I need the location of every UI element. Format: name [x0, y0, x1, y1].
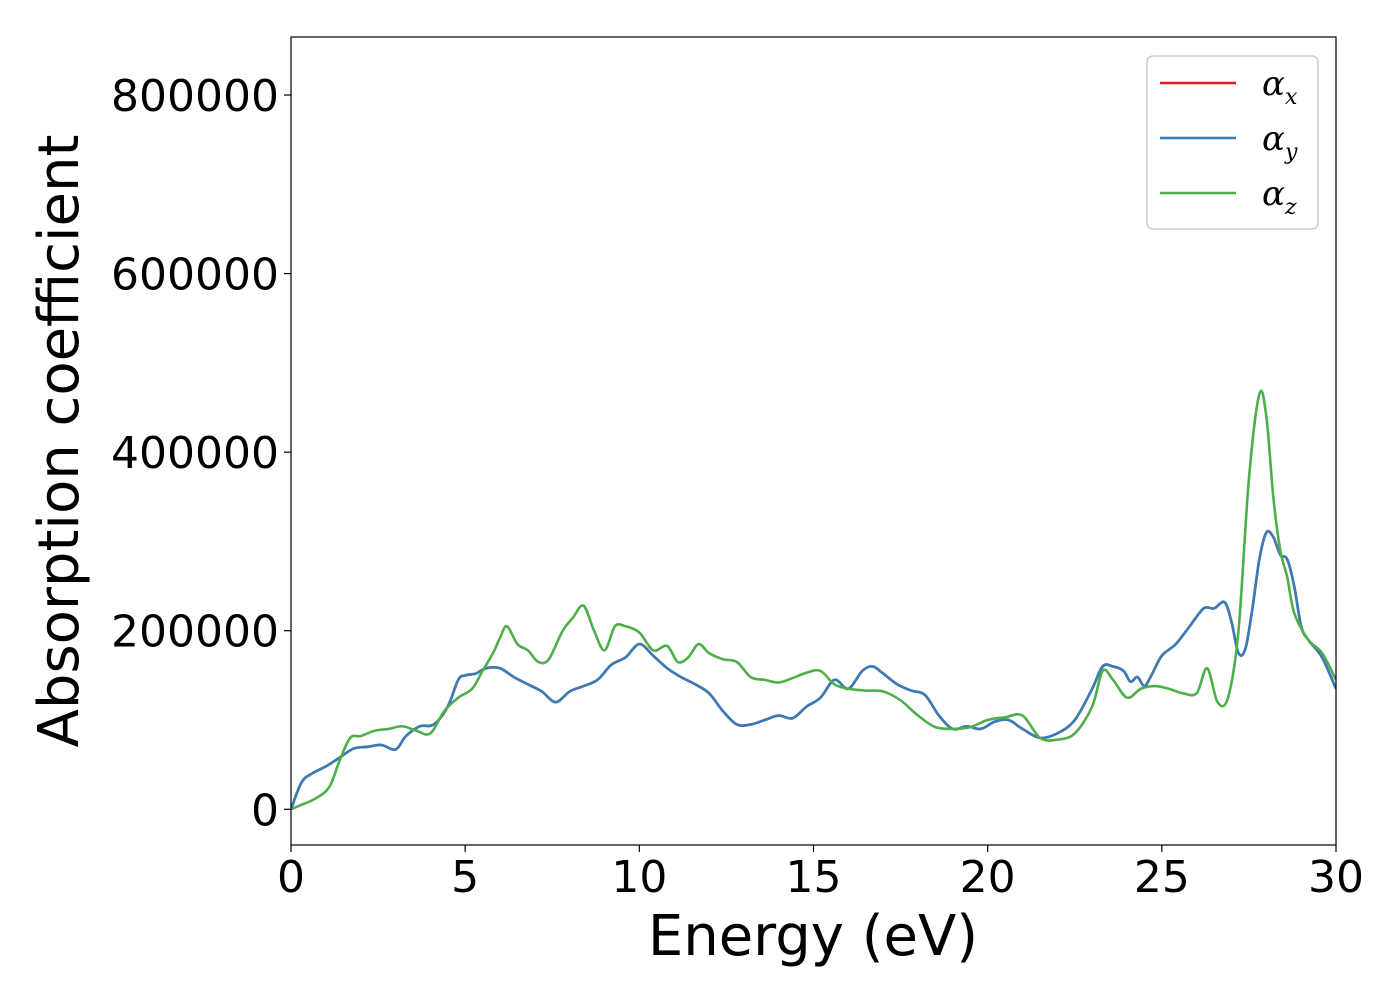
y-tick-label: 200000	[111, 607, 279, 658]
legend-label-y: αy	[1262, 119, 1298, 165]
y-tick-label: 0	[251, 785, 279, 836]
y-axis: 0 200000 400000 600000 800000	[111, 71, 291, 836]
y-tick-label: 800000	[111, 71, 279, 122]
legend-subscript: y	[1284, 140, 1298, 165]
y-tick-label: 600000	[111, 250, 279, 301]
series-line-y	[291, 529, 1336, 810]
legend-symbol: α	[1262, 119, 1285, 159]
x-axis: 0 5 10 15 20 25 30	[277, 845, 1364, 903]
series-layer	[291, 389, 1336, 811]
y-axis-title: Absorption coefficient	[27, 135, 92, 748]
legend-subscript: x	[1285, 85, 1298, 110]
x-tick-label: 30	[1308, 852, 1364, 903]
x-tick-label: 15	[786, 852, 842, 903]
legend-symbol: α	[1262, 174, 1285, 214]
x-tick-label: 20	[960, 852, 1016, 903]
legend-label-x: αx	[1262, 64, 1298, 110]
series-line-z	[291, 389, 1336, 811]
y-tick-label: 400000	[111, 428, 279, 479]
x-axis-title: Energy (eV)	[648, 904, 978, 969]
x-tick-label: 25	[1134, 852, 1190, 903]
legend-box	[1146, 55, 1319, 230]
x-tick-label: 0	[277, 852, 305, 903]
legend-symbol: α	[1262, 64, 1285, 104]
legend-label-z: αz	[1262, 174, 1297, 220]
legend-subscript: z	[1284, 195, 1297, 220]
x-tick-label: 10	[611, 852, 667, 903]
x-tick-label: 5	[451, 852, 479, 903]
